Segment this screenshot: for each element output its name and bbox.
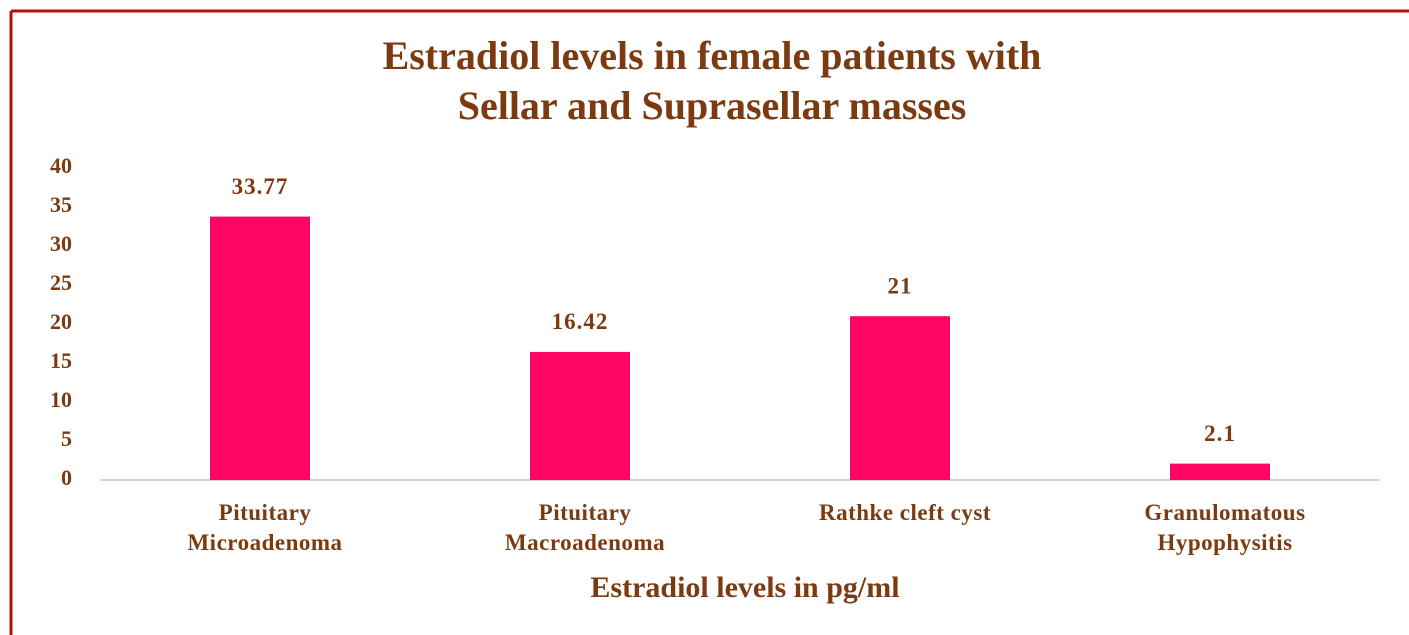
y-tick-label: 15 [50, 348, 72, 373]
value-label: 21 [888, 273, 913, 298]
y-tick-label: 40 [50, 153, 72, 178]
x-tick-label: Pituitary Microadenoma [187, 500, 343, 555]
y-tick-label: 25 [50, 270, 72, 295]
bar [850, 316, 950, 480]
y-tick-label: 20 [50, 309, 72, 334]
x-tick-label: Pituitary Macroadenoma [504, 500, 666, 555]
bar [210, 216, 310, 480]
y-tick-label: 35 [50, 192, 72, 217]
x-tick-label: Rathke cleft cyst [818, 500, 991, 525]
value-label: 2.1 [1204, 421, 1236, 446]
chart-title: Estradiol levels in female patients with… [383, 33, 1042, 128]
bar [1170, 463, 1270, 480]
x-axis-title: Estradiol levels in pg/ml [590, 571, 899, 604]
y-tick-label: 5 [61, 426, 72, 451]
value-label: 33.77 [232, 174, 289, 199]
value-label: 16.42 [552, 309, 609, 334]
bar [530, 351, 630, 480]
y-tick-label: 10 [50, 387, 72, 412]
y-tick-label: 30 [50, 231, 72, 256]
x-tick-label: Granulomatous Hypophysitis [1144, 500, 1306, 555]
y-tick-label: 0 [61, 465, 72, 490]
